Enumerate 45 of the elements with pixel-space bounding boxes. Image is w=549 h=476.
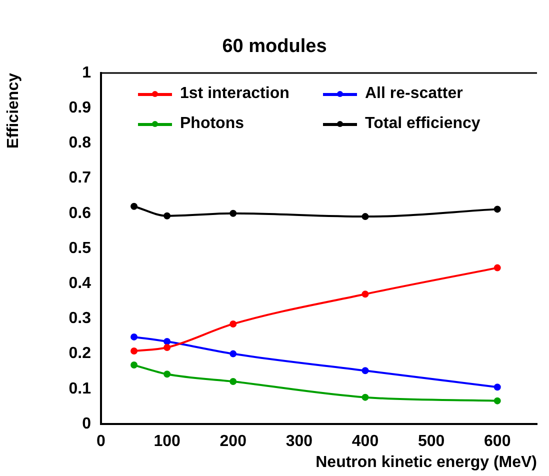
point — [164, 212, 171, 220]
point — [130, 347, 138, 354]
point — [494, 264, 501, 272]
point — [362, 213, 369, 220]
point — [362, 290, 369, 298]
x-tick-label: 600 — [484, 433, 511, 450]
chart-title: 60 modules — [221, 36, 328, 58]
x-tick-label: 100 — [154, 433, 181, 450]
x-tick-label: 0 — [96, 433, 106, 450]
y-tick-label: 0.6 — [68, 204, 92, 222]
legend-label: 1st interaction — [180, 85, 290, 103]
point — [130, 202, 138, 210]
x-tick-label: 200 — [220, 433, 247, 450]
y-tick-label: 0.5 — [68, 240, 92, 257]
y-tick-label: 0.2 — [68, 345, 92, 362]
point — [494, 384, 501, 391]
point — [494, 206, 501, 213]
x-tick-label: 300 — [286, 433, 313, 450]
y-tick-label: 0.3 — [68, 310, 92, 328]
point — [164, 338, 171, 346]
x-tick-label: 400 — [352, 433, 379, 450]
x-tick-label: 500 — [418, 433, 445, 450]
point — [164, 344, 171, 351]
point — [130, 362, 138, 369]
legend-label: Photons — [180, 115, 244, 133]
y-tick-label: 0.9 — [68, 100, 92, 117]
y-tick-label: 0.4 — [68, 275, 92, 292]
point — [164, 370, 171, 378]
point — [230, 320, 237, 328]
legend-label: All re-scatter — [365, 85, 463, 103]
y-axis-title: Efficiency — [5, 72, 22, 149]
point — [230, 350, 237, 358]
x-axis-title: Neutron kinetic energy (MeV) — [316, 454, 537, 471]
legend-label: Total efficiency — [365, 115, 480, 133]
point — [230, 210, 237, 217]
y-tick-label: 0.8 — [68, 134, 92, 152]
point — [230, 378, 237, 386]
point — [130, 333, 138, 340]
y-tick-label: 0 — [82, 415, 92, 432]
y-tick-label: 0.7 — [68, 170, 92, 187]
y-tick-label: 0.1 — [68, 380, 92, 398]
y-tick-label: 1 — [82, 64, 92, 82]
point — [494, 397, 501, 404]
point — [362, 367, 369, 374]
point — [362, 394, 369, 401]
